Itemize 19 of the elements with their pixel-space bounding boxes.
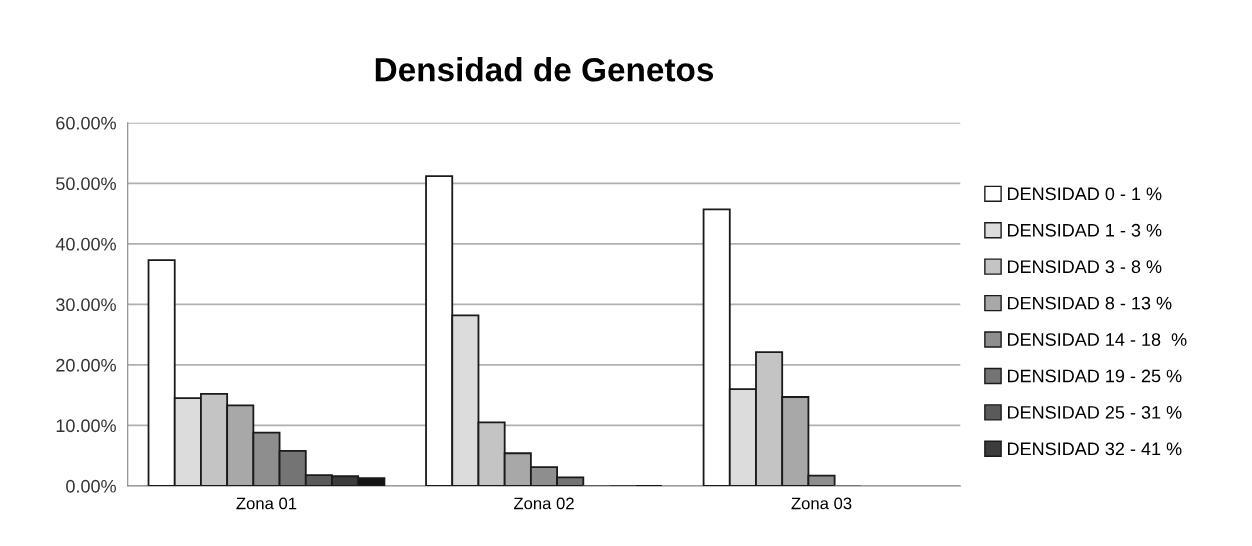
legend-label: DENSIDAD 14 - 18 % — [1008, 333, 1187, 346]
x-tick-label: Zona 01 — [236, 497, 297, 510]
y-tick-label: 40.00% — [55, 237, 116, 251]
chart-title: Densidad de Genetos — [375, 57, 714, 82]
y-tick-label: 20.00% — [56, 358, 116, 372]
legend-label: DENSIDAD 19 - 25 % — [1008, 369, 1182, 383]
y-tick-label: 30.00% — [56, 298, 116, 312]
y-tick-label: 60.00% — [56, 116, 116, 130]
legend-label: DENSIDAD 1 - 3 % — [1008, 223, 1162, 237]
x-tick-label: Zona 02 — [513, 497, 574, 510]
y-tick-label: 10.00% — [56, 419, 116, 433]
x-tick-label: Zona 03 — [791, 497, 852, 510]
y-tick-label: 50.00% — [56, 177, 116, 191]
legend-label: DENSIDAD 3 - 8 % — [1008, 260, 1162, 274]
legend-label: DENSIDAD 0 - 1 % — [1008, 187, 1162, 201]
y-tick-label: 0.00% — [66, 479, 116, 493]
legend-label: DENSIDAD 25 - 31 % — [1008, 406, 1182, 419]
legend-label: DENSIDAD 32 - 41 % — [1008, 442, 1182, 456]
legend-label: DENSIDAD 8 - 13 % — [1008, 296, 1172, 310]
